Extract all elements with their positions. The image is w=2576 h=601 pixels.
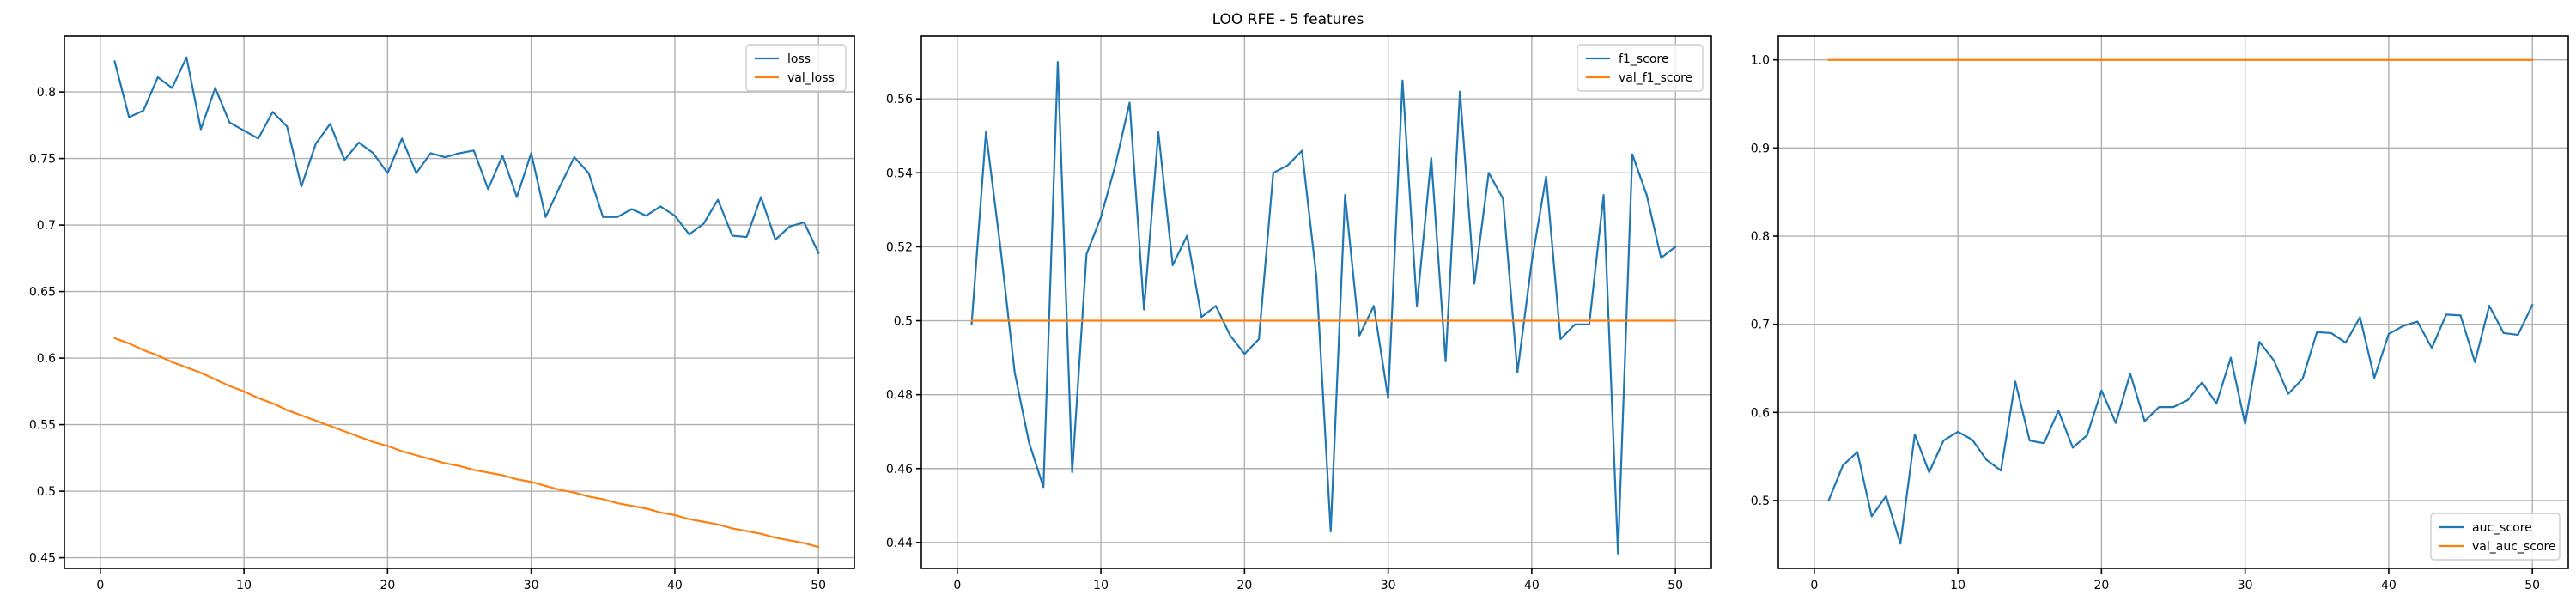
x-tick-label: 40 [1524, 579, 1540, 592]
legend-label: val_loss [787, 71, 835, 85]
y-tick-label: 0.55 [29, 419, 56, 433]
y-tick-label: 0.65 [29, 286, 56, 300]
y-tick-label: 0.48 [886, 389, 913, 403]
subplots: 0 10 20 30 40 50 0.45 0.5 0.55 0.6 0.65 0.7 0.75 0.8 l… [29, 35, 2569, 592]
y-tick-label: 0.8 [1751, 230, 1770, 244]
y-tick-label: 0.7 [37, 219, 56, 233]
legend-label: auc_score [2472, 521, 2532, 535]
y-tick-label: 0.56 [886, 93, 913, 106]
x-tick-label: 30 [524, 579, 539, 592]
y-tick-label: 0.52 [886, 240, 913, 254]
x-tick-label: 10 [1093, 579, 1109, 592]
series-line-val_loss [113, 337, 820, 549]
y-tick-label: 0.6 [1751, 406, 1770, 420]
y-tick-label: 0.46 [886, 463, 913, 477]
legend: auc_score val_auc_score [2430, 513, 2561, 561]
x-tick-label: 0 [96, 579, 104, 592]
ticks: 0 10 20 30 40 50 0.45 0.5 0.55 0.6 0.65 0.7 0.75 0.8 [29, 86, 826, 592]
legend-label: loss [787, 52, 811, 66]
x-tick-label: 20 [380, 579, 395, 592]
legend: loss val_loss [745, 44, 847, 92]
x-tick-label: 50 [1668, 579, 1683, 592]
legend-label: val_f1_score [1619, 71, 1692, 85]
axes-frame [920, 35, 1712, 569]
y-tick-label: 0.5 [37, 485, 56, 499]
x-tick-label: 10 [236, 579, 252, 592]
y-tick-label: 0.5 [894, 315, 913, 329]
y-tick-label: 0.6 [37, 352, 56, 366]
y-tick-label: 0.8 [37, 86, 56, 100]
subplot-3: 0 10 20 30 40 50 0.5 0.6 0.7 0.8 0.9 1.0 auc_scoreva… [1751, 35, 2569, 592]
x-tick-label: 50 [2524, 579, 2540, 592]
x-tick-label: 10 [1950, 579, 1965, 592]
x-tick-label: 40 [667, 579, 683, 592]
series-lines [970, 61, 1677, 555]
y-tick-label: 1.0 [1751, 54, 1770, 68]
series-line-auc_score [1827, 303, 2534, 545]
x-tick-label: 50 [811, 579, 826, 592]
series-lines [113, 56, 820, 549]
x-tick-label: 40 [2381, 579, 2397, 592]
series-lines [1827, 58, 2534, 545]
legend-label: val_auc_score [2472, 540, 2556, 554]
series-line-loss [113, 56, 820, 255]
y-tick-label: 0.9 [1751, 142, 1770, 155]
gridlines [64, 36, 854, 568]
axes-frame [64, 35, 855, 569]
y-tick-label: 0.5 [1751, 495, 1770, 508]
ticks: 0 10 20 30 40 50 0.5 0.6 0.7 0.8 0.9 1.0 [1751, 54, 2540, 592]
legend-box [2430, 513, 2561, 561]
legend-box [1577, 44, 1704, 92]
subplot-1: 0 10 20 30 40 50 0.45 0.5 0.55 0.6 0.65 0.7 0.75 0.8 l… [29, 35, 855, 592]
subplot-2: 0 10 20 30 40 50 0.44 0.46 0.48 0.5 0.52 0.54 0.56 f1… [886, 35, 1712, 592]
legend: f1_score val_f1_score [1577, 44, 1704, 92]
x-tick-label: 20 [1236, 579, 1252, 592]
figure-title: LOO RFE - 5 features [1212, 11, 1364, 28]
x-tick-label: 30 [2238, 579, 2253, 592]
legend-label: f1_score [1619, 52, 1668, 66]
y-tick-label: 0.54 [886, 167, 913, 180]
x-tick-label: 0 [1810, 579, 1818, 592]
series-line-f1_score [970, 61, 1677, 555]
legend-box [745, 44, 847, 92]
y-tick-label: 0.44 [886, 537, 913, 550]
ticks: 0 10 20 30 40 50 0.44 0.46 0.48 0.5 0.52 0.54 0.56 [886, 93, 1683, 592]
y-tick-label: 0.75 [29, 153, 56, 167]
y-tick-label: 0.45 [29, 552, 56, 566]
x-tick-label: 30 [1381, 579, 1396, 592]
axes-frame [1777, 35, 2569, 569]
x-tick-label: 0 [953, 579, 961, 592]
x-tick-label: 20 [2093, 579, 2109, 592]
y-tick-label: 0.7 [1751, 319, 1770, 332]
